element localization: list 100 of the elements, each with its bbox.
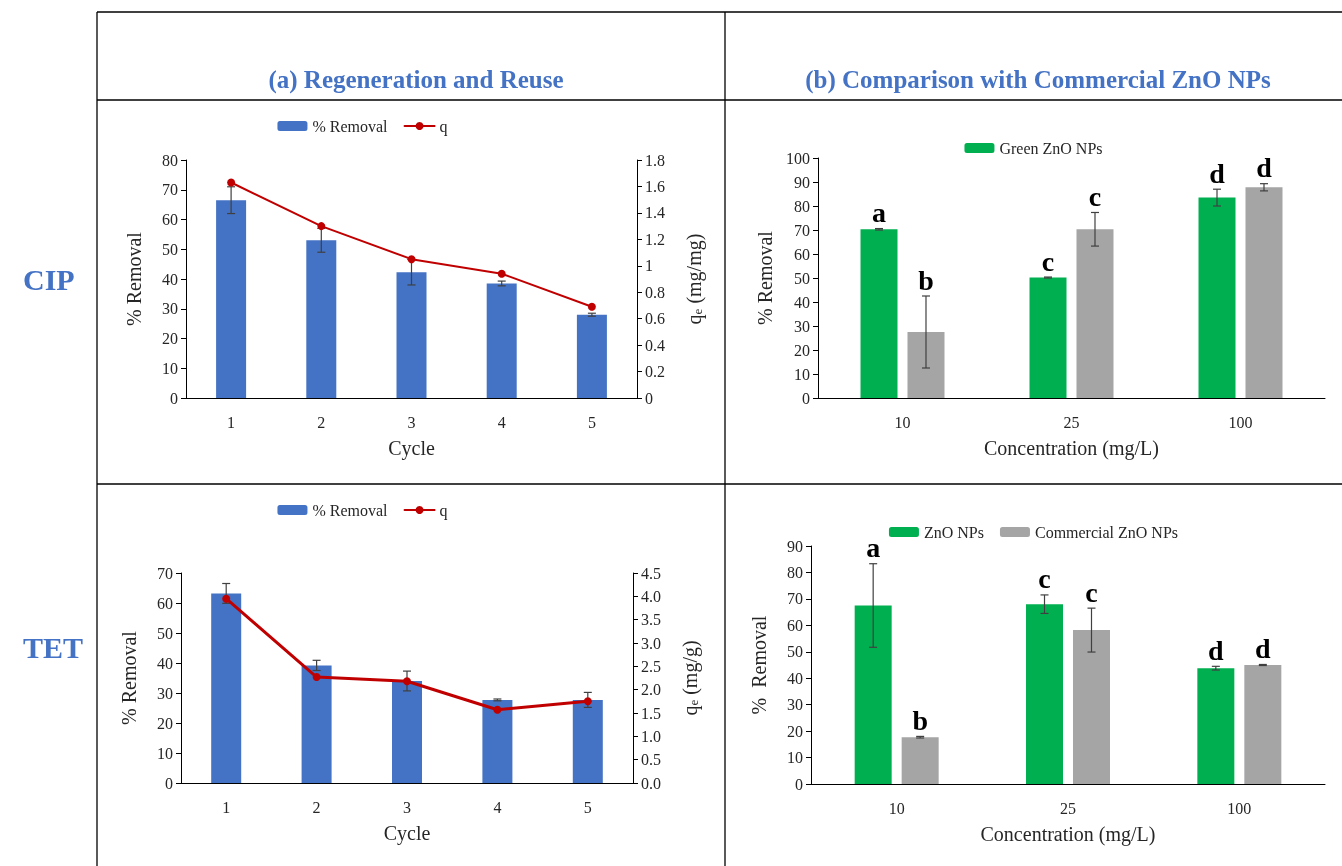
- legend-label: q: [439, 501, 448, 520]
- bar: [396, 272, 427, 398]
- y-tick-label: 10: [162, 359, 178, 377]
- y2-axis-title: qe (mg/g): [678, 640, 702, 716]
- data-label: a: [866, 532, 881, 564]
- data-label: c: [1088, 180, 1102, 212]
- y-tick-label: 40: [794, 293, 810, 311]
- x-axis-title: Cycle: [383, 822, 431, 845]
- y-tick-label: 0: [795, 775, 803, 793]
- x-tick-label: 5: [587, 413, 596, 431]
- bar: [486, 283, 517, 398]
- y-tick-label: 80: [162, 151, 178, 169]
- point: [407, 255, 416, 264]
- y2-tick-label: 2.5: [641, 657, 661, 675]
- legend-label: % Removal: [312, 501, 389, 519]
- y-tick-label: 70: [787, 590, 803, 608]
- point: [227, 178, 236, 187]
- y2-tick-label: 4.5: [641, 564, 661, 582]
- x-tick-label: 3: [403, 798, 411, 816]
- x-tick-label: 25: [1060, 799, 1076, 817]
- y-tick-label: 60: [157, 594, 173, 612]
- y2-tick-label: 2.0: [641, 681, 661, 699]
- data-label: c: [1038, 563, 1051, 595]
- y-tick-label: 80: [794, 197, 810, 215]
- text: TET: [23, 630, 84, 664]
- y2-tick-label: 1: [645, 257, 653, 275]
- y-tick-label: 30: [162, 300, 178, 318]
- y-axis-title: % Removal: [754, 230, 777, 325]
- bar: [901, 737, 939, 784]
- text: CIP: [23, 262, 75, 296]
- y2-tick-label: 0.4: [645, 336, 665, 354]
- point: [222, 594, 231, 603]
- legend-label: Green ZnO NPs: [999, 139, 1103, 157]
- y-tick-label: 70: [162, 181, 178, 199]
- bar: [860, 229, 898, 398]
- y-tick-label: 30: [794, 317, 810, 335]
- y-tick-label: 70: [157, 564, 173, 582]
- y-tick-label: 50: [787, 643, 803, 661]
- y2-tick-label: 3.0: [641, 634, 661, 652]
- x-tick-label: 2: [312, 798, 321, 816]
- x-tick-label: 100: [1227, 799, 1252, 817]
- x-tick-label: 2: [317, 413, 326, 431]
- y2-tick-label: 0.5: [641, 751, 661, 769]
- bar: [1076, 229, 1114, 398]
- y-tick-label: 10: [794, 365, 810, 383]
- y2-tick-label: 0.8: [645, 283, 665, 301]
- x-tick-label: 3: [407, 413, 416, 431]
- x-tick-label: 5: [583, 798, 592, 816]
- data-label: c: [1085, 576, 1098, 608]
- y-axis-title: % Removal: [748, 615, 770, 715]
- y-tick-label: 60: [787, 616, 803, 634]
- y2-tick-label: 1.8: [645, 151, 665, 169]
- point: [583, 697, 592, 706]
- data-label: d: [1208, 634, 1225, 666]
- y-tick-label: 40: [162, 270, 178, 288]
- y-tick-label: 20: [157, 714, 173, 732]
- x-tick-label: 4: [493, 798, 502, 816]
- bar: [1198, 197, 1236, 398]
- data-label: b: [918, 264, 934, 296]
- bar: [1029, 277, 1067, 398]
- x-tick-label: 4: [497, 413, 506, 431]
- y2-tick-label: 0.0: [641, 774, 661, 792]
- y-tick-label: 90: [794, 173, 810, 191]
- bar: [576, 314, 607, 398]
- y2-tick-label: 4.0: [641, 587, 661, 605]
- y-tick-label: 40: [157, 654, 173, 672]
- y-tick-label: 90: [787, 537, 803, 555]
- data-label: d: [1209, 157, 1226, 189]
- chart-title: (a) Regeneration and Reuse: [268, 66, 564, 94]
- data-label: d: [1255, 632, 1272, 664]
- y2-tick-label: 0.2: [645, 363, 665, 381]
- y-tick-label: 20: [794, 341, 810, 359]
- legend-label: ZnO NPs: [923, 523, 984, 541]
- bar: [301, 665, 332, 783]
- y-tick-label: 0: [802, 389, 810, 407]
- y2-tick-label: 0: [645, 389, 653, 407]
- y-tick-label: 40: [787, 669, 803, 687]
- data-label: b: [912, 704, 928, 736]
- x-tick-label: 25: [1063, 413, 1080, 431]
- bar: [1072, 630, 1110, 784]
- y-tick-label: 10: [787, 749, 803, 767]
- bar: [572, 699, 603, 783]
- x-tick-label: 10: [888, 799, 905, 817]
- y-tick-label: 30: [787, 696, 803, 714]
- x-axis-title: Concentration (mg/L): [984, 437, 1159, 460]
- y2-tick-label: 1.0: [641, 727, 661, 745]
- y2-tick-label: 0.6: [645, 310, 665, 328]
- x-tick-label: 1: [227, 413, 236, 431]
- legend-label: Commercial ZnO NPs: [1034, 523, 1179, 541]
- bar: [216, 200, 247, 398]
- bar: [392, 681, 422, 783]
- point: [493, 705, 502, 714]
- y-axis-title: % Removal: [118, 630, 140, 725]
- y-tick-label: 10: [157, 744, 173, 762]
- y-tick-label: 70: [794, 221, 810, 239]
- legend-label: q: [439, 117, 448, 136]
- y2-tick-label: 3.5: [641, 611, 661, 629]
- y-tick-label: 60: [794, 245, 810, 263]
- point: [497, 269, 506, 278]
- bar: [1197, 668, 1235, 784]
